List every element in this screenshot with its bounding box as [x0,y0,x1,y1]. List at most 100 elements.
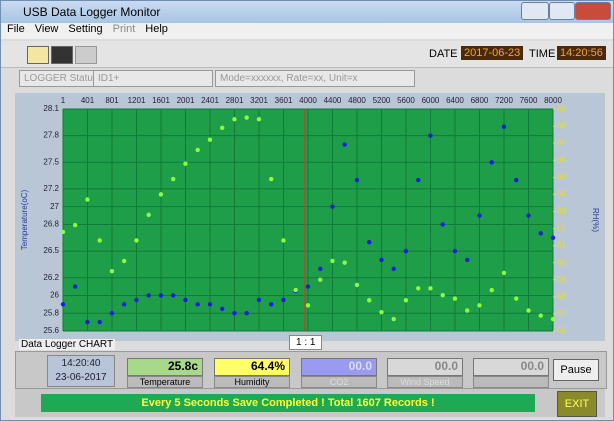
x-tick-label: 801 [105,96,119,105]
humidity-point [183,161,188,166]
temperature-point [428,133,433,138]
save-button[interactable] [51,46,73,64]
x-tick-label: 6000 [422,96,440,105]
temperature-point [232,311,237,316]
date-label: DATE [429,48,458,60]
temperature-point [416,177,421,183]
menu-item[interactable]: Print [112,23,136,35]
humidity-point [465,308,470,313]
humidity-point [452,296,458,301]
clock-date: 23-06-2017 [55,372,107,383]
y2-tick-label: 57 [557,309,566,318]
y2-tick-label: 62 [557,224,566,233]
humidity-point [550,316,556,322]
temperature-point [72,284,78,289]
menu-item[interactable]: File [7,23,25,35]
humidity-point [109,269,115,274]
reading: 00.0 CO2 [301,358,377,388]
minimize[interactable] [521,2,549,20]
temperature-point [538,231,543,236]
humidity-point [428,286,433,291]
window-title: USB Data Logger Monitor [23,5,161,19]
x-tick-label: 3201 [250,96,268,105]
pause-button[interactable]: Pause [553,359,599,381]
temperature-point [477,213,482,218]
temperature-point [195,302,200,307]
y-axis-label: Temperature(oC) [20,189,29,250]
y2-tick-label: 56 [557,326,566,335]
x-tick-label: 5200 [373,96,391,105]
info-field: Mode=xxxxxx, Rate=xx, Unit=x [215,70,415,87]
temperature-point [134,297,139,303]
open-button[interactable] [27,46,49,64]
temperature-point [403,248,409,254]
reading-value: 00.0 [387,358,463,376]
humidity-point [72,222,78,228]
x-tick-label: 1 [61,96,66,105]
y2-tick-label: 61 [557,241,566,250]
y-tick-label: 26.2 [43,273,59,282]
reading-value: 00.0 [301,358,377,376]
humidity-point [391,316,396,322]
menu-item[interactable]: Help [145,23,168,35]
x-tick-label: 2001 [177,96,195,105]
title-bar: USB Data Logger Monitor [1,1,613,23]
temperature-point [354,177,360,183]
humidity-point [121,258,127,264]
temperature-point [207,302,213,307]
temperature-point [526,213,531,218]
temperature-point [97,319,102,325]
chart-label: Data Logger CHART [19,339,116,350]
humidity-point [220,125,225,130]
reading: 00.0 [473,358,549,388]
temperature-point [60,302,66,307]
date-display: 2017-06-23 [461,46,524,60]
y-tick-label: 27.2 [43,184,59,193]
humidity-point [293,287,298,293]
reading-label [473,376,549,388]
chart: 1 401 801 1201 1601 2001 2401 2801 3201 3601 4000 4… [20,96,600,335]
humidity-point [195,147,200,153]
humidity-point [256,117,262,122]
humidity-point [379,310,384,315]
temperature-point [146,293,151,298]
x-tick-label: 4400 [324,96,342,105]
maximize[interactable] [549,2,575,20]
reading-label: Temperature [127,376,203,388]
clock: 14:20:40 23-06-2017 [47,355,115,387]
humidity-point [85,197,90,202]
x-tick-label: 1201 [128,96,146,105]
humidity-point [232,117,237,122]
clock-time: 14:20:40 [61,358,101,369]
exit-button[interactable]: EXIT [557,391,597,417]
logger-status-button[interactable]: LOGGER Status [19,70,103,87]
menu-item[interactable]: View [34,23,59,35]
reading: 00.0 Wind Speed [387,358,463,388]
toolbar: DATE 2017-06-23 TIME 14:20:56 [1,41,613,68]
menu-item[interactable]: Setting [68,23,103,35]
x-tick-label: 4000 [299,96,317,105]
y2-tick-label: 68 [557,121,566,130]
time-label: TIME [529,48,556,60]
zoom-indicator[interactable]: 1 : 1 [289,335,323,350]
print-button[interactable] [75,46,97,64]
y2-tick-label: 66 [557,155,566,164]
humidity-point [330,258,335,264]
temperature-point [158,293,164,298]
y2-tick-label: 69 [557,104,566,113]
menu-bar: File View Setting Print Help [1,23,613,39]
temperature-point [220,306,225,311]
temperature-point [121,302,127,307]
y2-tick-label: 64 [557,189,566,198]
x-tick-label: 1601 [152,96,170,105]
id-field: ID1+ [93,70,213,87]
temperature-point [391,266,396,272]
reading-value: 25.8c [127,358,203,376]
temperature-point [109,311,115,316]
close[interactable] [575,2,611,20]
humidity-point [244,115,249,120]
y-tick-label: 27 [50,202,59,211]
x-tick-label: 401 [81,96,95,105]
temperature-point [171,293,176,298]
